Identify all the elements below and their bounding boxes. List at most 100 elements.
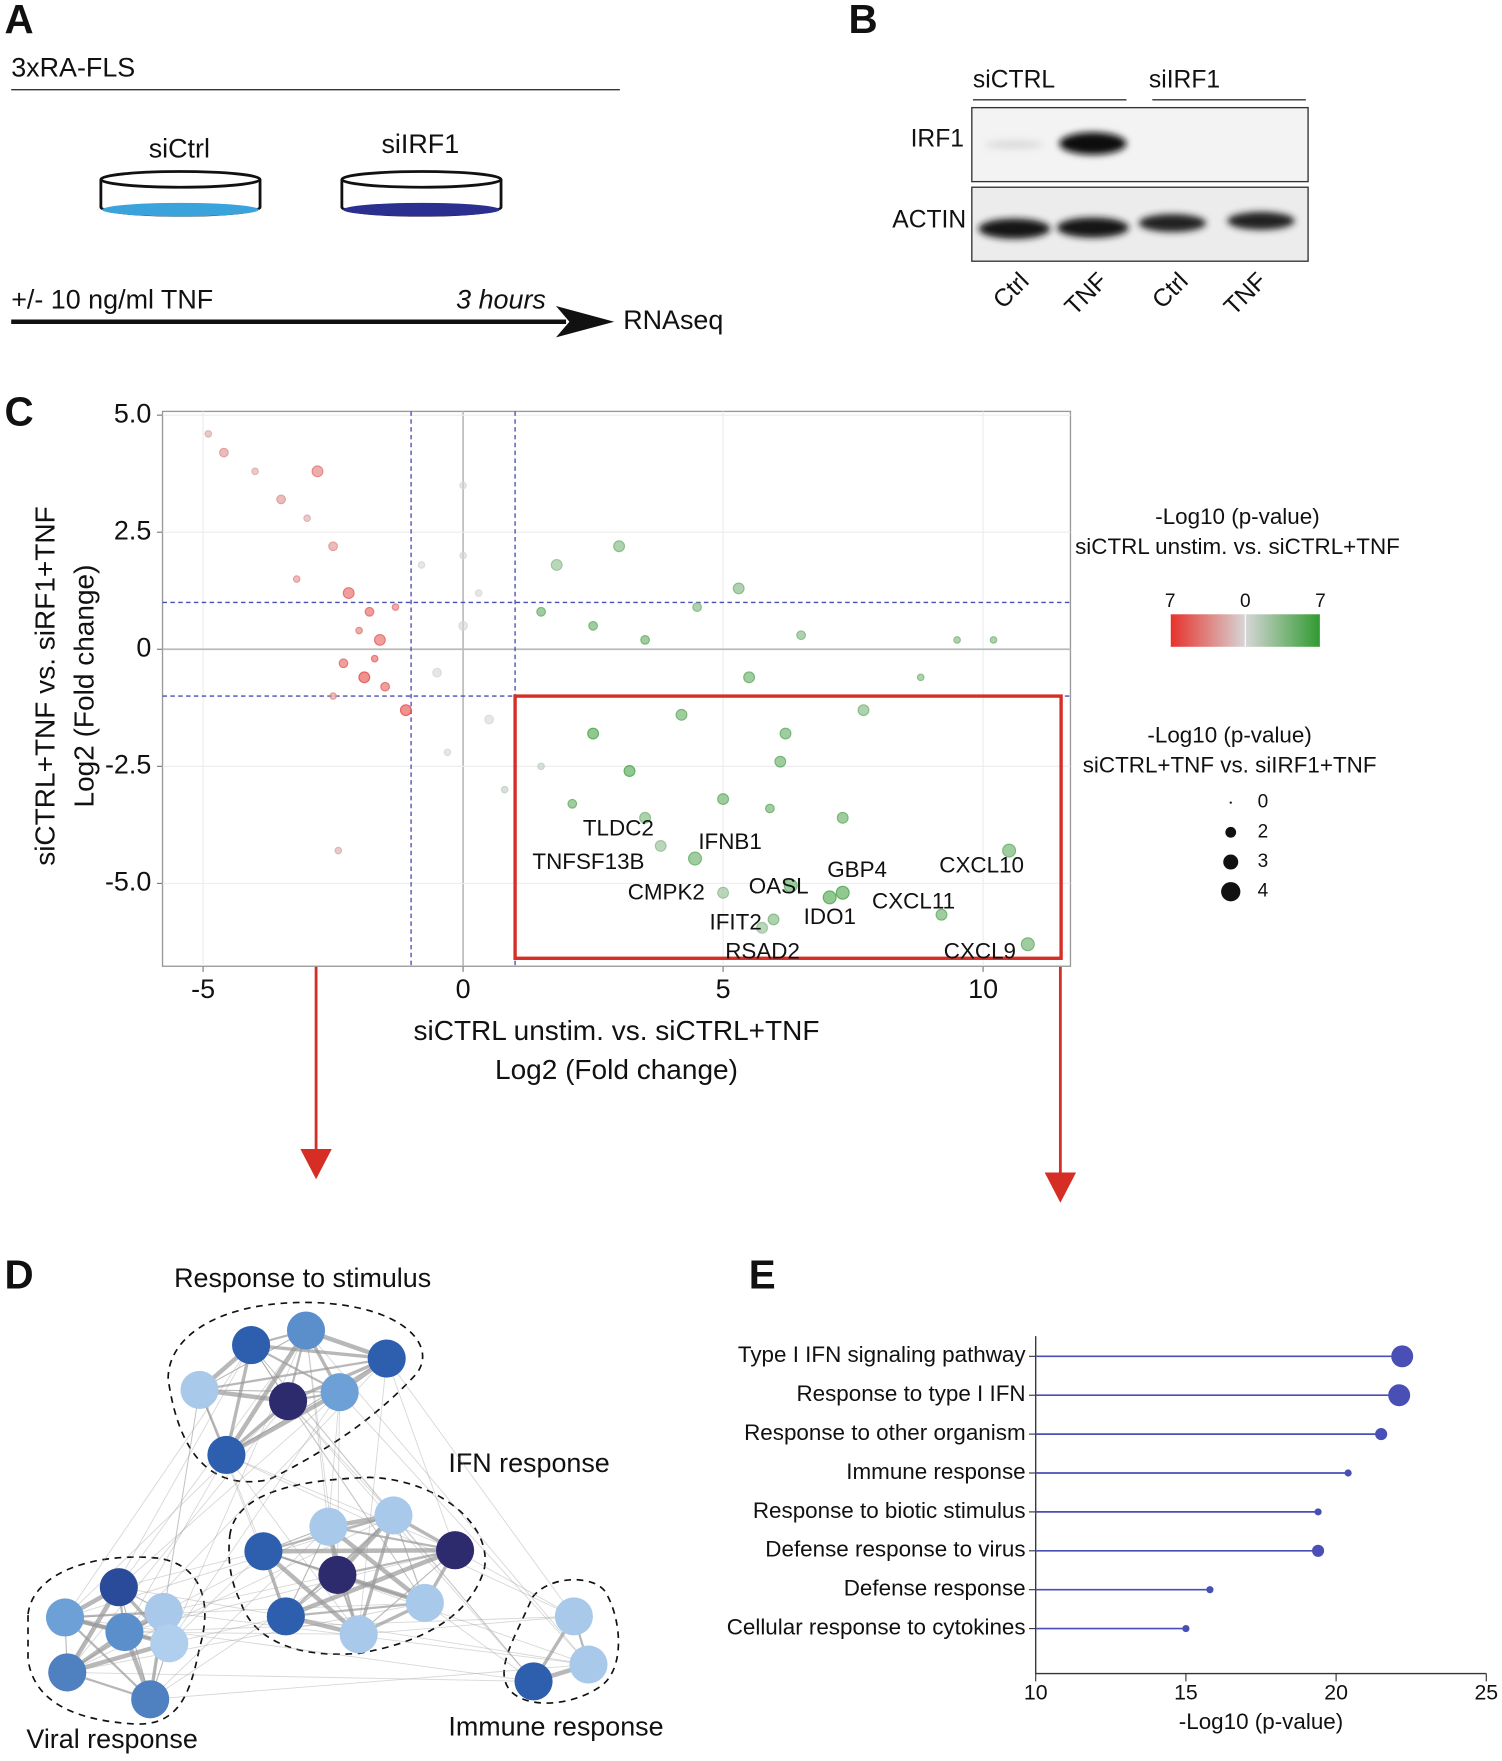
category-label: Cellular response to cytokines bbox=[727, 1615, 1026, 1640]
lollipop-head bbox=[1375, 1428, 1388, 1441]
scatter-point bbox=[391, 603, 400, 611]
gene-label: IFIT2 bbox=[710, 910, 762, 935]
dish-label: siCtrl bbox=[149, 133, 210, 163]
gene-label: CMPK2 bbox=[628, 879, 705, 904]
network-edge bbox=[64, 1616, 151, 1701]
gene-label: TNFSF13B bbox=[532, 849, 644, 874]
treatment: +/- 10 ng/ml TNF bbox=[11, 285, 213, 315]
network-edge bbox=[169, 1615, 286, 1644]
scatter-point bbox=[916, 673, 925, 682]
highlight-box bbox=[513, 694, 1063, 960]
network-edge bbox=[339, 1391, 589, 1665]
scatter-point bbox=[355, 626, 363, 635]
cluster-label: IFN response bbox=[448, 1448, 609, 1478]
network-node bbox=[48, 1653, 87, 1692]
lollipop-head bbox=[1314, 1508, 1322, 1516]
scatter-point bbox=[537, 762, 545, 771]
dish-label: siIRF1 bbox=[381, 129, 459, 159]
color-tick-label: 7 bbox=[1165, 591, 1176, 612]
cell-line: 3xRA-FLS bbox=[11, 53, 135, 83]
lollipop-head bbox=[1206, 1586, 1214, 1594]
network-node bbox=[99, 1568, 138, 1607]
network-edge bbox=[118, 1550, 264, 1588]
panel-label: C bbox=[4, 388, 33, 434]
network-edge bbox=[168, 1391, 341, 1644]
network-edge bbox=[168, 1330, 307, 1644]
network-edge bbox=[386, 1358, 456, 1551]
gene-label: IFNB1 bbox=[698, 829, 761, 854]
network-edge bbox=[118, 1391, 340, 1588]
network-edge bbox=[149, 1526, 329, 1700]
panel-label: E bbox=[749, 1252, 776, 1298]
lollipop-head bbox=[1344, 1469, 1352, 1477]
bands bbox=[978, 132, 1295, 239]
scatter-point bbox=[342, 587, 355, 600]
lane-label: TNF bbox=[1060, 268, 1113, 321]
network-node bbox=[339, 1615, 378, 1654]
x-tick-label: 25 bbox=[1474, 1680, 1498, 1704]
network-edge bbox=[336, 1392, 341, 1575]
scatter-point bbox=[675, 708, 688, 721]
lane-label: TNF bbox=[1219, 268, 1272, 321]
arrow-head bbox=[300, 1148, 332, 1180]
scatter-point bbox=[458, 620, 468, 631]
network-edge bbox=[386, 1358, 575, 1617]
lane-label: Ctrl bbox=[988, 268, 1034, 314]
network-node bbox=[150, 1624, 189, 1663]
scatter-point bbox=[587, 727, 600, 740]
scatter-point bbox=[303, 514, 311, 522]
network-edge bbox=[287, 1400, 394, 1516]
scatter-point bbox=[219, 447, 229, 458]
network-edge bbox=[64, 1617, 534, 1682]
scatter-point bbox=[765, 803, 775, 814]
scatter-point bbox=[251, 467, 259, 476]
y-tick-label: 0 bbox=[136, 632, 151, 662]
scatter-point bbox=[329, 692, 337, 700]
cluster-label: Response to stimulus bbox=[174, 1263, 431, 1293]
x-axis-label: -Log10 (p-value) bbox=[1179, 1709, 1343, 1734]
y-tick-label: -5.0 bbox=[105, 866, 151, 896]
network-edge bbox=[263, 1547, 456, 1554]
scatter-point bbox=[756, 921, 769, 934]
legend-title: siCTRL unstim. vs. siCTRL+TNF bbox=[1075, 534, 1400, 559]
category-label: Response to type I IFN bbox=[796, 1381, 1025, 1406]
scatter-point bbox=[334, 846, 343, 855]
legend-title: siCTRL+TNF vs. siIRF1+TNF bbox=[1083, 753, 1377, 778]
scatter-point bbox=[417, 561, 426, 569]
network-edge bbox=[328, 1525, 456, 1552]
scatter-point bbox=[654, 839, 667, 852]
network-node bbox=[569, 1645, 608, 1684]
cluster-label: Viral response bbox=[26, 1724, 197, 1754]
scatter-point bbox=[783, 878, 798, 893]
panel-label: D bbox=[4, 1252, 33, 1298]
scatter-point bbox=[779, 727, 792, 740]
scatter-point bbox=[474, 589, 483, 597]
network-node bbox=[131, 1680, 170, 1719]
scatter-point bbox=[835, 885, 850, 900]
network-edge bbox=[358, 1549, 456, 1635]
legend-title: -Log10 (p-value) bbox=[1147, 722, 1311, 747]
network-node bbox=[405, 1583, 444, 1622]
size-legend-label: 3 bbox=[1258, 851, 1269, 872]
dish bbox=[99, 170, 262, 217]
scatter-point bbox=[935, 908, 948, 921]
network-edge bbox=[305, 1330, 329, 1527]
network-node bbox=[286, 1311, 326, 1350]
scatter-point bbox=[204, 430, 213, 438]
scatter-point bbox=[567, 798, 578, 809]
gene-label: CXCL11 bbox=[872, 888, 955, 913]
network-edge bbox=[163, 1389, 200, 1612]
x-axis-label: Log2 (Fold change) bbox=[495, 1054, 738, 1085]
network-edge bbox=[163, 1574, 338, 1613]
category-label: Defense response to virus bbox=[765, 1537, 1025, 1562]
readout: RNAseq bbox=[623, 305, 723, 335]
scatter-point bbox=[588, 620, 598, 631]
scatter-point bbox=[743, 671, 756, 684]
scatter-point bbox=[536, 606, 546, 617]
x-tick-label: 20 bbox=[1324, 1680, 1348, 1704]
network-edge bbox=[226, 1454, 456, 1551]
scatter-point bbox=[311, 465, 324, 478]
network-edge bbox=[226, 1454, 360, 1635]
